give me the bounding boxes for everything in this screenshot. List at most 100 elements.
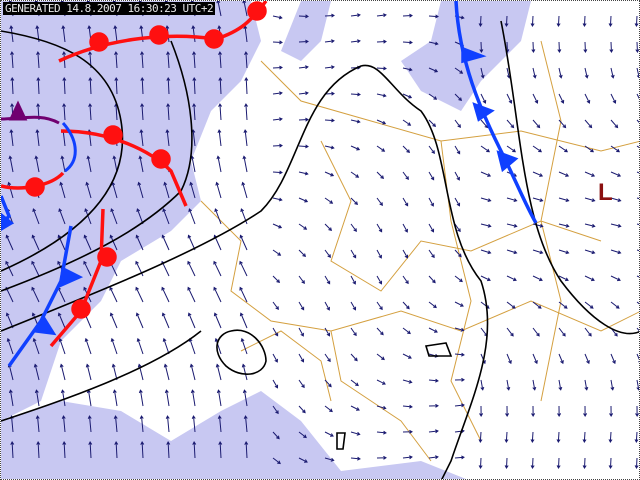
wind-arrow — [324, 275, 331, 285]
wind-arrow — [402, 353, 412, 359]
wind-arrow — [428, 403, 439, 408]
wind-arrow — [402, 404, 413, 409]
wind-arrow — [506, 197, 518, 203]
wind-arrow — [636, 301, 639, 305]
wind-arrow — [110, 208, 118, 225]
wind-arrow — [165, 415, 170, 433]
wind-arrow — [479, 41, 484, 53]
wind-arrow — [31, 286, 40, 303]
wind-arrow — [239, 312, 248, 329]
wind-arrow — [61, 25, 66, 43]
wind-arrow — [609, 41, 614, 53]
wind-arrow — [241, 363, 248, 381]
wind-arrow — [31, 234, 40, 251]
wind-arrow — [610, 67, 615, 79]
wind-arrow — [166, 441, 171, 459]
wind-arrow — [584, 67, 589, 79]
wind-arrow — [272, 143, 283, 148]
wind-arrow — [376, 353, 385, 361]
wind-arrow — [610, 197, 622, 203]
wind-arrow — [87, 415, 92, 433]
wind-arrow — [610, 275, 621, 282]
wind-arrow — [350, 379, 359, 387]
wind-arrow — [454, 67, 464, 74]
wind-arrow — [506, 301, 516, 309]
wind-arrow — [272, 457, 281, 465]
wind-arrow — [506, 223, 518, 228]
wind-arrow — [402, 13, 413, 18]
wind-arrow — [140, 103, 145, 121]
wind-arrow — [57, 312, 66, 329]
wind-arrow — [36, 51, 41, 69]
sea-areas — [1, 1, 531, 479]
wind-arrow — [584, 301, 594, 309]
wind-arrow — [532, 145, 543, 153]
wind-arrow — [57, 234, 66, 251]
wind-arrow — [324, 327, 331, 337]
wind-arrow — [454, 223, 461, 233]
wind-arrow — [218, 103, 223, 121]
wind-arrow — [215, 181, 222, 199]
wind-arrow — [166, 51, 171, 69]
wind-arrow — [504, 431, 509, 443]
wind-arrow — [558, 119, 567, 129]
wind-arrow — [58, 208, 66, 225]
wind-arrow — [636, 327, 639, 332]
wind-arrow — [478, 15, 483, 27]
wind-arrow — [636, 353, 639, 363]
wind-arrow — [506, 145, 517, 153]
wind-arrow — [350, 249, 357, 259]
wind-arrow — [36, 441, 41, 459]
wind-arrow — [402, 197, 409, 207]
wind-arrow — [402, 93, 413, 99]
wind-arrow — [350, 275, 356, 285]
wind-arrow — [187, 312, 196, 329]
wind-arrow — [532, 197, 544, 203]
wind-arrow — [350, 327, 357, 337]
wind-arrow — [480, 67, 485, 79]
wind-arrow — [7, 181, 14, 199]
wind-arrow — [298, 117, 309, 122]
wind-arrow — [298, 379, 305, 389]
wind-arrow — [242, 155, 248, 173]
wind-arrow — [428, 378, 439, 383]
wind-arrow — [62, 441, 67, 459]
wind-arrow — [608, 457, 613, 469]
wind-arrow — [376, 430, 387, 435]
wind-arrow — [350, 405, 360, 411]
wind-arrow — [240, 337, 248, 355]
wind-arrow — [402, 40, 413, 45]
wind-arrow — [376, 327, 384, 336]
wind-arrow — [454, 352, 465, 357]
wind-arrow — [272, 223, 283, 229]
wind-arrow — [113, 415, 118, 433]
wind-arrow — [114, 77, 119, 95]
wind-arrow — [506, 353, 512, 365]
wind-arrow — [634, 15, 639, 27]
wind-arrow — [635, 41, 639, 53]
wind-arrow — [454, 145, 461, 155]
generated-timestamp: GENERATED 14.8.2007 16:30:23 UTC+2 — [3, 2, 216, 15]
wind-arrow — [272, 353, 278, 363]
wind-arrow — [109, 312, 118, 329]
wind-arrow — [62, 103, 67, 121]
wind-arrow — [532, 379, 537, 391]
wind-arrow — [584, 275, 595, 282]
wind-arrow — [584, 223, 596, 228]
wind-arrow — [272, 431, 280, 440]
wind-arrow — [60, 155, 66, 173]
wind-arrow — [192, 77, 197, 95]
wind-arrow — [480, 145, 491, 153]
wind-arrow — [428, 197, 434, 207]
wind-arrow — [506, 249, 518, 255]
wind-arrow — [272, 327, 279, 337]
wind-arrow — [162, 337, 170, 355]
wind-arrow — [298, 197, 309, 203]
wind-arrow — [402, 327, 411, 335]
wind-arrow — [272, 170, 283, 175]
wind-arrow — [213, 312, 222, 329]
wind-arrow — [213, 260, 222, 277]
wind-arrow — [243, 415, 248, 433]
